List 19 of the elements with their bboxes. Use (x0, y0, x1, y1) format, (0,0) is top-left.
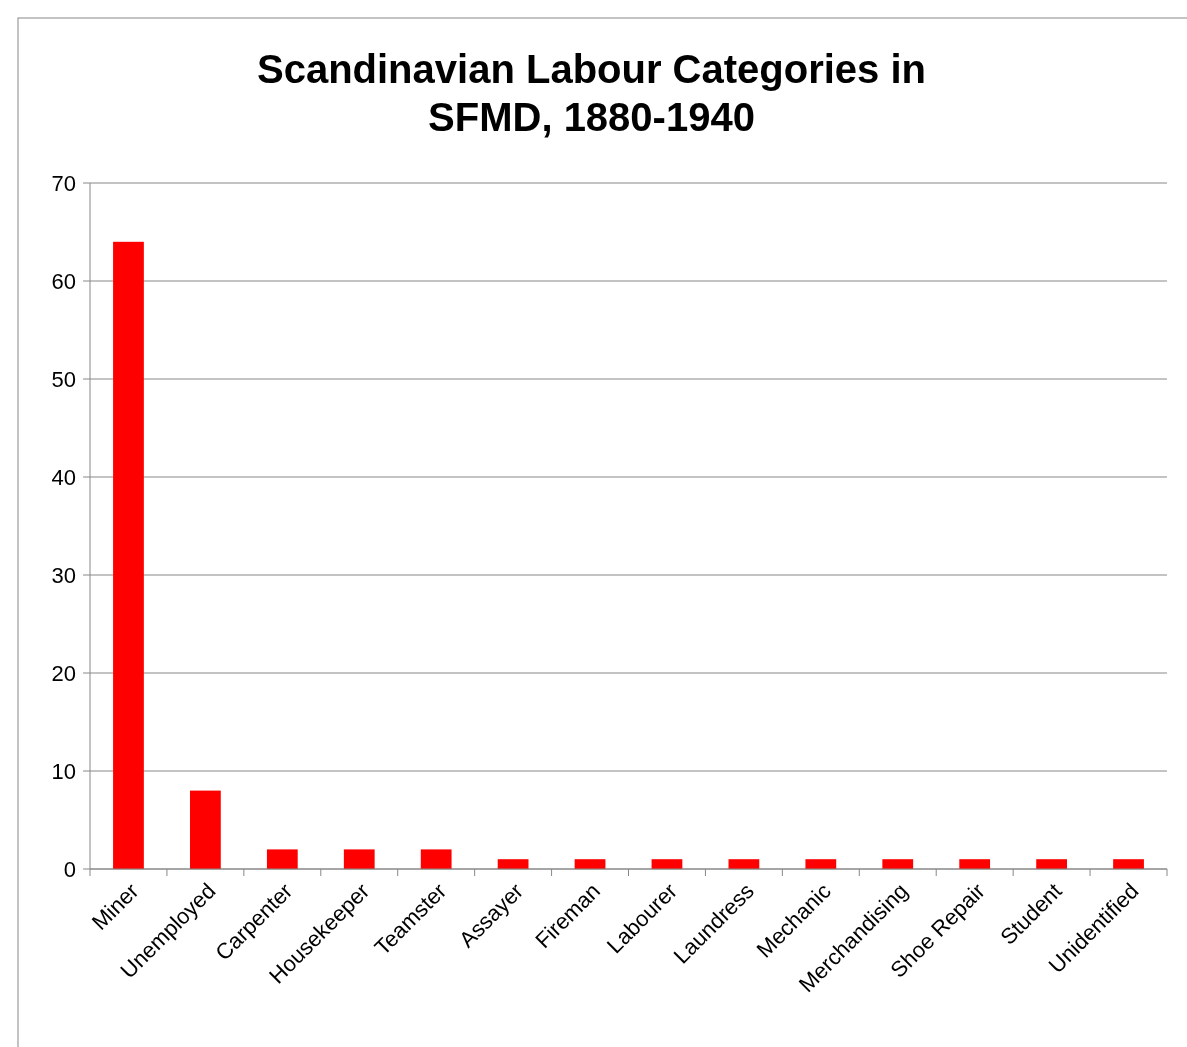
bar (959, 859, 991, 869)
bar (1113, 859, 1144, 869)
bar (882, 859, 914, 869)
y-tick-label: 0 (63, 856, 76, 882)
y-tick-label: 70 (51, 170, 76, 196)
bar (113, 241, 144, 869)
y-tick-label: 10 (51, 758, 76, 784)
bar (266, 849, 298, 869)
y-tick-label: 30 (51, 562, 76, 588)
bar (1036, 859, 1067, 869)
y-tick-label: 50 (51, 366, 76, 392)
bar (343, 849, 375, 869)
y-tick-label: 20 (51, 660, 76, 686)
bar (805, 859, 837, 869)
y-tick-label: 40 (51, 464, 76, 490)
y-tick-label: 60 (51, 268, 76, 294)
bar (420, 849, 452, 869)
bar (190, 790, 221, 869)
chart-title: Scandinavian Labour Categories in SFMD, 1880-1940 (256, 47, 927, 139)
